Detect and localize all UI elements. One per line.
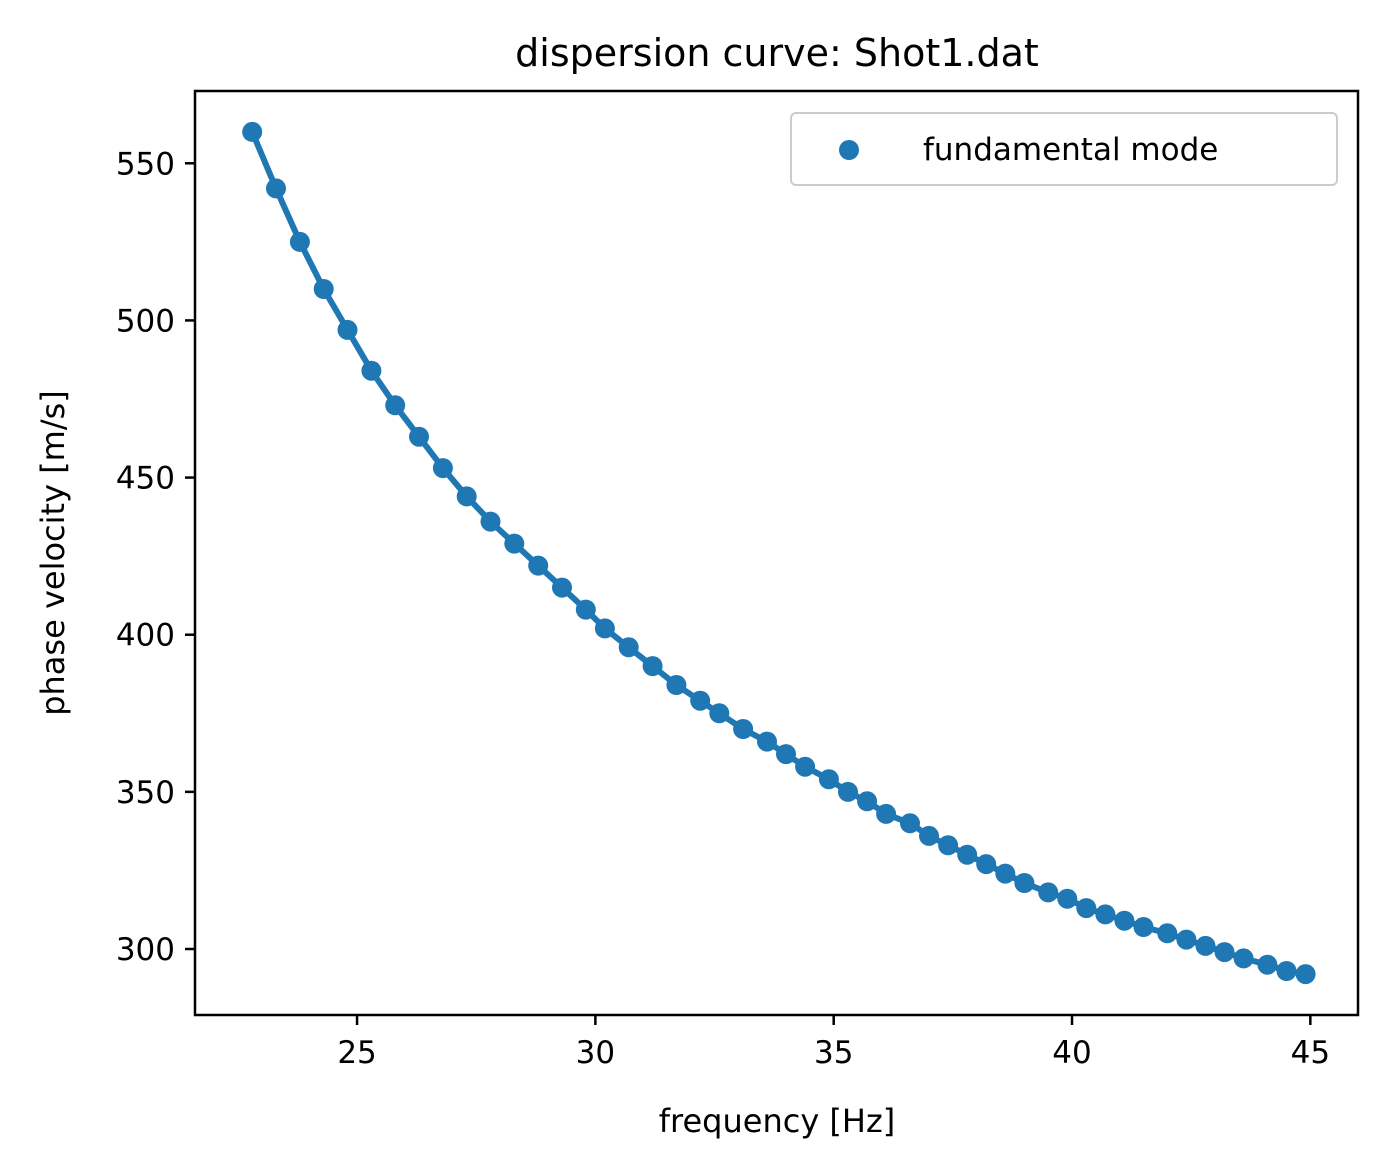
data-point [385, 395, 406, 416]
data-point [666, 675, 687, 695]
data-point [618, 637, 639, 658]
data-point [1057, 888, 1078, 909]
legend: fundamental mode [790, 112, 1338, 186]
data-point [289, 231, 310, 252]
x-tick-label: 30 [576, 1035, 615, 1071]
data-point [642, 656, 663, 677]
data-point [1195, 935, 1216, 956]
data-point [1114, 910, 1135, 931]
x-tick-label: 35 [814, 1035, 853, 1071]
data-point [757, 731, 777, 752]
y-axis-label: phase velocity [m/s] [34, 390, 72, 716]
data-point [594, 618, 615, 639]
data-point [733, 719, 754, 739]
data-point [528, 555, 549, 576]
data-point [1276, 961, 1297, 981]
data-point [838, 781, 858, 802]
data-point [919, 825, 939, 846]
x-tick-label: 45 [1291, 1035, 1330, 1071]
y-tick-label: 500 [116, 303, 175, 339]
x-axis-label: frequency [Hz] [659, 1102, 896, 1140]
data-point [1157, 923, 1178, 944]
data-point [876, 803, 897, 824]
data-point [1176, 929, 1197, 950]
data-point [1257, 954, 1278, 975]
data-point [409, 426, 429, 447]
legend-label: fundamental mode [923, 132, 1218, 168]
data-point [1095, 904, 1116, 925]
y-tick-label: 550 [116, 146, 175, 182]
data-point [313, 279, 334, 299]
data-point [504, 533, 525, 554]
data-point [1133, 917, 1154, 937]
data-point [1214, 942, 1235, 963]
data-point [552, 577, 572, 598]
x-tick-label: 40 [1052, 1035, 1091, 1071]
legend-marker [839, 140, 859, 160]
x-axis: 25 30 35 40 45 [337, 1015, 1330, 1071]
axes-frame [193, 89, 1360, 1017]
data-point [709, 703, 730, 724]
data-point [1014, 873, 1035, 893]
y-tick-label: 300 [116, 932, 175, 968]
data-point [957, 844, 978, 865]
data-point [690, 690, 711, 711]
plot-area [242, 121, 1316, 985]
data-point [776, 744, 796, 765]
data-point [480, 511, 501, 532]
y-tick-label: 400 [116, 618, 175, 654]
y-tick-label: 350 [116, 775, 175, 811]
y-axis: 300 350 400 450 500 550 [116, 146, 195, 968]
data-point [857, 791, 878, 812]
data-point [456, 486, 477, 507]
data-point [1038, 882, 1059, 903]
data-point [1295, 964, 1316, 985]
data-point [361, 360, 382, 381]
data-point [266, 178, 286, 199]
data-point [337, 319, 358, 340]
data-point [242, 121, 263, 142]
chart-title: dispersion curve: Shot1.dat [515, 31, 1039, 75]
data-point [1233, 948, 1254, 969]
data-point [995, 863, 1016, 884]
data-point [938, 835, 959, 856]
data-point [575, 599, 596, 620]
data-point [976, 854, 997, 875]
data-point [1076, 898, 1097, 919]
data-point [900, 813, 920, 834]
data-point [795, 756, 816, 777]
legend-box [790, 112, 1338, 186]
data-point [818, 769, 839, 790]
y-tick-label: 450 [116, 461, 175, 497]
x-tick-label: 25 [337, 1035, 376, 1071]
data-point [432, 458, 453, 479]
